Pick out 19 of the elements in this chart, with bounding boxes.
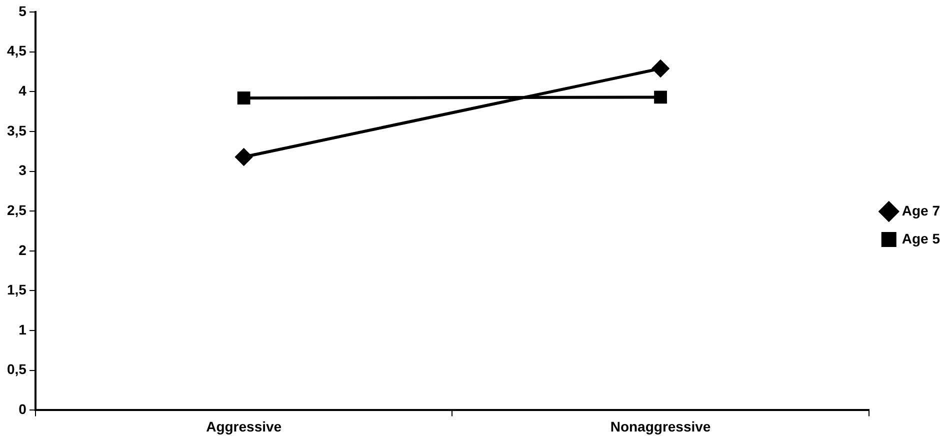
x-tick-label: Nonaggressive [610,418,711,434]
y-tick-label: 1,5 [6,282,27,298]
y-tick-label: 3 [18,162,27,178]
y-tick-label: 4 [18,82,27,98]
point [235,148,252,166]
y-tick-label: 0,5 [6,361,27,378]
point [237,92,250,104]
y-tick-label: 3,5 [6,122,27,138]
y-tick-label: 5 [18,2,27,19]
y-tick-label: 4,5 [6,42,27,59]
y-tick-label: 1 [18,321,27,338]
legend-label: Age 5 [902,230,940,246]
x-tick-label: Aggressive [206,418,282,434]
point [654,90,667,104]
legend-label: Age 7 [902,202,940,218]
point [652,60,670,78]
y-tick-label: 0 [18,401,27,418]
y-tick-label: 2 [18,242,27,258]
y-tick-label: 2,5 [6,202,27,218]
